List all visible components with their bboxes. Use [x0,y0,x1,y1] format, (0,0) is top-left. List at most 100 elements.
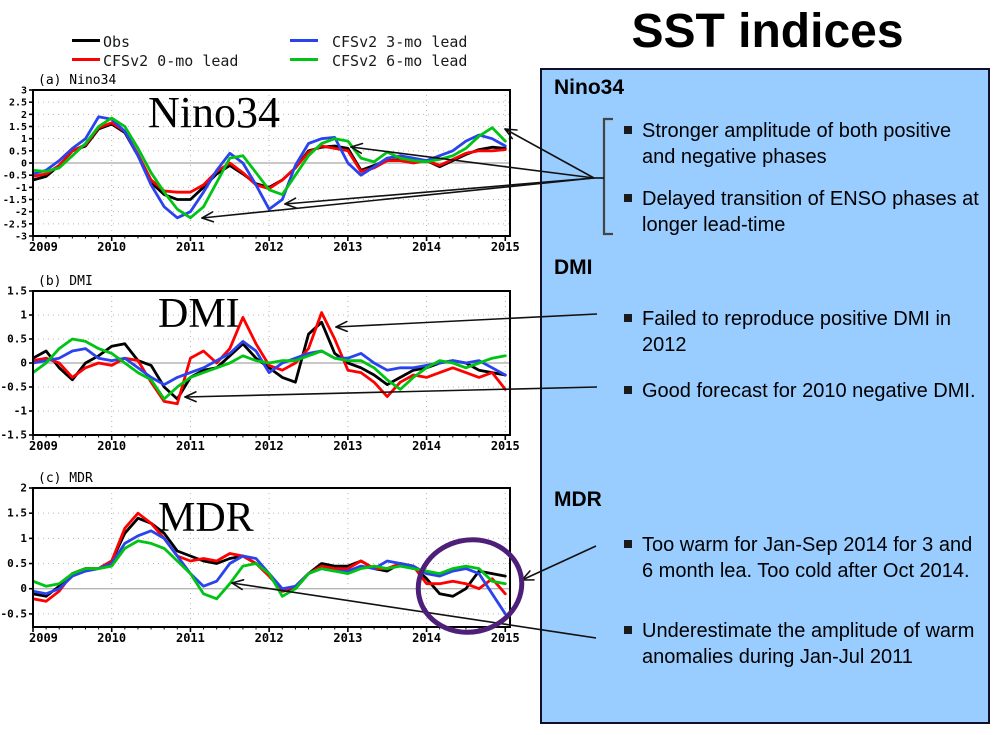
bullet-nino34-2: Delayed transition of ENSO phases at lon… [624,186,996,238]
svg-text:2014: 2014 [412,240,441,254]
svg-text:0.5: 0.5 [9,146,27,157]
legend-label: CFSv2 6-mo lead [332,52,468,70]
bullet-marker [624,126,632,134]
bullet-marker [624,386,632,394]
bullet-text: Failed to reproduce positive DMI in 2012 [642,308,952,356]
bullet-text: Delayed transition of ENSO phases at lon… [642,188,979,236]
chart-panel-label: (a) Nino34 [38,73,116,88]
svg-text:2015: 2015 [491,631,520,645]
series-cfsv2-3-mo-lead [33,339,507,387]
svg-text:2011: 2011 [176,240,205,254]
series-cfsv2-6-mo-lead [33,337,507,401]
svg-text:1.5: 1.5 [7,507,27,520]
svg-text:0.5: 0.5 [7,333,27,346]
mdr-highlight-ellipse [415,537,525,635]
svg-text:-0.5: -0.5 [3,171,27,182]
svg-text:1: 1 [20,532,27,545]
chart-panel-label: (c) MDR [38,471,93,486]
svg-text:-1.5: -1.5 [3,195,27,206]
svg-text:0.5: 0.5 [7,557,27,570]
svg-text:0: 0 [20,357,27,370]
cfsv2-0mo-line-swatch [72,58,100,61]
bullet-marker [624,194,632,202]
bullet-text: Good forecast for 2010 negative DMI. [642,380,976,402]
series-obs [33,320,507,401]
svg-text:2012: 2012 [255,240,284,254]
svg-text:-1: -1 [14,405,28,418]
cfsv2-3mo-line-swatch [290,39,318,42]
svg-text:2011: 2011 [176,439,205,453]
bullet-marker [624,540,632,548]
svg-text:-0.5: -0.5 [1,607,28,620]
series-cfsv2-0-mo-lead [33,511,507,603]
bullet-text: Underestimate the amplitude of warm anom… [642,620,975,668]
svg-text:2011: 2011 [176,631,205,645]
svg-text:1.5: 1.5 [9,122,27,133]
svg-text:2013: 2013 [333,631,362,645]
bullet-mdr-2: Underestimate the amplitude of warm anom… [624,618,996,670]
bullet-mdr-1: Too warm for Jan-Sep 2014 for 3 and 6 mo… [624,532,996,584]
svg-text:2009: 2009 [29,439,58,453]
svg-text:2010: 2010 [97,631,126,645]
svg-text:2012: 2012 [255,631,284,645]
series-obs [33,516,507,598]
svg-text:2013: 2013 [333,240,362,254]
svg-text:-3: -3 [15,232,27,243]
svg-text:2014: 2014 [412,631,441,645]
series-cfsv2-0-mo-lead [33,121,507,194]
series-cfsv2-6-mo-lead [33,539,507,601]
svg-text:2010: 2010 [97,240,126,254]
bullet-marker [624,626,632,634]
chart-panel-label: (b) DMI [38,274,93,289]
svg-text:2.5: 2.5 [9,98,27,109]
svg-text:2009: 2009 [29,631,58,645]
page-title: SST indices [631,5,904,58]
series-cfsv2-3-mo-lead [33,115,507,220]
panel-heading-dmi: DMI [554,256,593,279]
bullet-dmi-1: Failed to reproduce positive DMI in 2012 [624,306,996,358]
svg-text:2: 2 [20,482,27,495]
series-cfsv2-0-mo-lead [33,311,507,406]
panel-heading-nino34: Nino34 [554,76,625,99]
svg-text:2013: 2013 [333,439,362,453]
svg-text:2012: 2012 [255,439,284,453]
legend-label: CFSv2 3-mo lead [332,33,468,51]
bullet-text: Too warm for Jan-Sep 2014 for 3 and 6 mo… [642,534,973,582]
chart-inner-title: Nino34 [148,88,280,137]
svg-text:1.5: 1.5 [7,285,27,298]
svg-text:2009: 2009 [29,240,58,254]
series-obs [33,122,507,201]
notes-panel: Nino34 Stronger amplitude of both positi… [540,68,990,724]
svg-text:2015: 2015 [491,439,520,453]
legend-label: CFSv2 0-mo lead [103,52,239,70]
cfsv2-6mo-line-swatch [290,58,318,61]
svg-text:2: 2 [21,110,27,121]
series-cfsv2-3-mo-lead [33,529,507,616]
bullet-marker [624,314,632,322]
svg-text:-2.5: -2.5 [3,219,27,230]
svg-text:0: 0 [21,159,27,170]
svg-text:2015: 2015 [491,240,520,254]
svg-text:-1.5: -1.5 [1,429,28,442]
bullet-nino34-1: Stronger amplitude of both positive and … [624,118,996,170]
svg-text:0: 0 [20,582,27,595]
legend-label: Obs [103,33,131,51]
obs-line-swatch [72,39,100,42]
svg-text:1: 1 [20,309,27,322]
svg-text:-1: -1 [15,183,27,194]
series-cfsv2-6-mo-lead [33,116,507,220]
bullet-dmi-2: Good forecast for 2010 negative DMI. [624,378,996,404]
chart-inner-title: DMI [158,291,240,337]
chart-inner-title: MDR [158,495,254,541]
svg-text:3: 3 [21,86,27,97]
svg-text:2010: 2010 [97,439,126,453]
panel-heading-mdr: MDR [554,488,602,511]
bullet-text: Stronger amplitude of both positive and … [642,120,952,168]
svg-text:1: 1 [21,134,27,145]
svg-text:-0.5: -0.5 [1,381,28,394]
svg-text:2014: 2014 [412,439,441,453]
